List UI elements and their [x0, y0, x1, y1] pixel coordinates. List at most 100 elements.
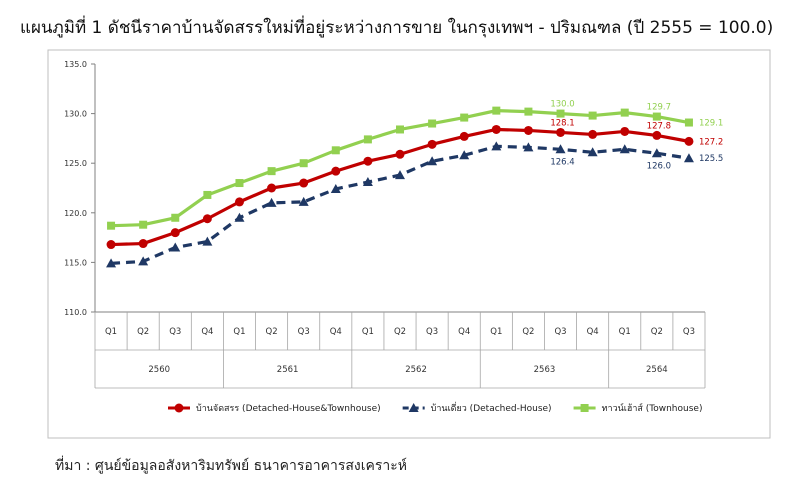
year-group-label: 2564: [646, 365, 668, 375]
data-point-triangle: [683, 153, 694, 163]
data-point-triangle: [362, 177, 373, 187]
data-point-circle: [395, 149, 405, 159]
data-point-square: [684, 118, 693, 127]
x-tick-label: Q4: [201, 327, 213, 337]
x-tick-label: Q2: [137, 327, 149, 337]
data-point-triangle: [427, 156, 438, 166]
data-label-circle: 128.1: [550, 118, 574, 128]
data-point-triangle: [587, 147, 598, 157]
data-point-circle: [620, 126, 630, 136]
x-tick-label: Q3: [426, 327, 438, 337]
x-tick-label: Q2: [266, 327, 278, 337]
y-tick-label: 115.0: [64, 258, 87, 267]
y-tick-label: 130.0: [64, 110, 87, 119]
data-point-triangle: [491, 141, 502, 151]
year-group-label: 2562: [405, 365, 427, 375]
x-tick-label: Q4: [587, 327, 599, 337]
data-point-triangle: [523, 142, 534, 152]
x-tick-label: Q2: [651, 327, 663, 337]
data-point-triangle: [555, 144, 566, 154]
legend-swatch-marker: [174, 403, 184, 413]
data-label-triangle: 126.0: [647, 161, 671, 171]
data-point-square: [460, 113, 469, 122]
x-tick-label: Q1: [362, 327, 374, 337]
x-tick-label: Q1: [105, 327, 117, 337]
data-point-square: [588, 111, 597, 120]
x-tick-label: Q3: [554, 327, 566, 337]
data-point-square: [428, 119, 437, 128]
data-label-circle: 127.8: [647, 121, 671, 131]
data-point-triangle: [234, 212, 245, 222]
data-point-triangle: [138, 256, 149, 266]
data-point-circle: [363, 156, 373, 166]
data-label-triangle: 126.4: [550, 157, 574, 167]
data-point-circle: [170, 228, 180, 238]
data-point-triangle: [266, 197, 277, 207]
y-tick-label: 110.0: [64, 308, 87, 317]
x-tick-label: Q1: [619, 327, 631, 337]
data-point-square: [524, 107, 533, 116]
data-point-square: [139, 220, 148, 229]
data-label-square: 129.7: [647, 103, 671, 113]
data-point-square: [203, 190, 212, 199]
data-point-triangle: [330, 183, 341, 193]
data-point-circle: [652, 130, 662, 140]
year-group-label: 2563: [534, 365, 556, 375]
x-tick-label: Q1: [233, 327, 245, 337]
data-point-circle: [427, 139, 437, 149]
x-tick-label: Q3: [298, 327, 310, 337]
data-point-square: [331, 146, 340, 155]
data-point-triangle: [298, 196, 309, 206]
data-point-triangle: [106, 258, 117, 268]
data-label-square: 130.0: [550, 100, 574, 110]
data-point-square: [171, 213, 180, 222]
data-point-triangle: [651, 148, 662, 158]
data-point-circle: [106, 240, 116, 250]
chart-title: แผนภูมิที่ 1 ดัชนีราคาบ้านจัดสรรใหม่ที่อ…: [20, 18, 774, 38]
year-group-label: 2560: [148, 365, 170, 375]
data-point-square: [492, 106, 501, 115]
data-point-square: [107, 221, 116, 230]
legend-swatch-marker: [580, 404, 589, 412]
x-tick-label: Q1: [490, 327, 502, 337]
data-point-circle: [138, 239, 148, 249]
year-group-label: 2561: [277, 365, 299, 375]
x-tick-label: Q2: [522, 327, 534, 337]
data-label-triangle: 125.5: [699, 154, 723, 164]
data-point-triangle: [459, 150, 470, 160]
data-label-circle: 127.2: [699, 137, 723, 147]
data-point-circle: [491, 124, 501, 134]
data-point-square: [620, 108, 629, 117]
source-note: ที่มา : ศูนย์ข้อมูลอสังหาริมทรัพย์ ธนาคา…: [55, 458, 408, 474]
y-tick-label: 120.0: [64, 209, 87, 218]
data-point-circle: [556, 127, 566, 137]
data-point-square: [299, 159, 308, 168]
data-point-triangle: [395, 170, 405, 180]
y-tick-label: 135.0: [64, 60, 87, 69]
data-point-square: [396, 125, 404, 134]
data-point-triangle: [170, 242, 181, 252]
data-label-square: 129.1: [699, 119, 723, 129]
legend-swatch-marker: [408, 403, 419, 412]
x-tick-label: Q2: [394, 327, 406, 337]
x-tick-label: Q4: [458, 327, 470, 337]
data-point-circle: [684, 136, 694, 146]
data-point-circle: [299, 178, 309, 188]
data-point-circle: [202, 214, 212, 224]
legend-label: บ้านเดี่ยว (Detached-House): [431, 401, 552, 414]
legend-label: ทาวน์เฮ้าส์ (Townhouse): [602, 402, 703, 414]
x-tick-label: Q4: [330, 327, 342, 337]
data-point-triangle: [202, 236, 213, 246]
data-point-square: [235, 179, 244, 188]
data-point-circle: [234, 197, 244, 207]
data-point-circle: [459, 131, 469, 141]
x-tick-label: Q3: [683, 327, 695, 337]
data-point-circle: [267, 183, 277, 193]
data-point-circle: [331, 166, 341, 176]
data-point-circle: [588, 129, 598, 139]
data-point-square: [363, 135, 372, 144]
data-point-square: [556, 109, 565, 118]
data-point-square: [652, 112, 661, 121]
data-point-triangle: [619, 144, 630, 154]
